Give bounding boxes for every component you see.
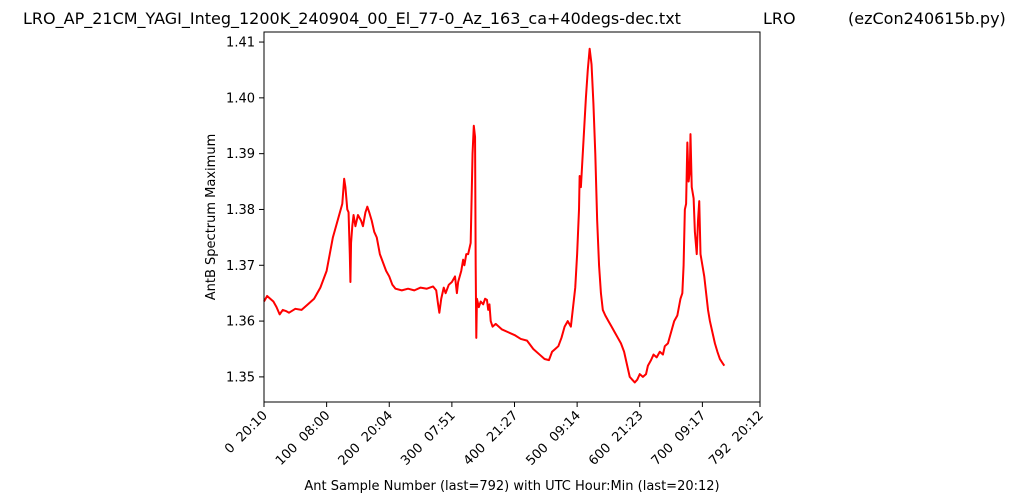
y-tick-label: 1.35 — [226, 370, 255, 385]
x-axis-label: Ant Sample Number (last=792) with UTC Ho… — [304, 479, 719, 494]
x-tick-label: 792 20:12 — [706, 408, 766, 468]
y-tick-label: 1.39 — [226, 147, 255, 162]
y-axis-label: AntB Spectrum Maximum — [204, 134, 219, 300]
y-tick-label: 1.36 — [226, 315, 255, 330]
chart-title-program: (ezCon240615b.py) — [848, 9, 1006, 28]
chart-title-filename: LRO_AP_21CM_YAGI_Integ_1200K_240904_00_E… — [23, 9, 681, 29]
x-tick-label: 700 09:17 — [649, 408, 709, 468]
y-tick-label: 1.38 — [226, 203, 255, 218]
plot-frame — [263, 31, 761, 403]
x-axis: 0 20:10 100 08:00 200 20:04 300 07:51 400 21… — [222, 402, 767, 469]
x-tick-label: 400 21:27 — [461, 408, 521, 468]
series-line-0 — [263, 47, 726, 384]
x-tick-label: 100 08:00 — [273, 408, 333, 468]
plot-area — [263, 47, 726, 384]
x-tick-label: 300 07:51 — [398, 408, 458, 468]
chart-titles: LRO_AP_21CM_YAGI_Integ_1200K_240904_00_E… — [23, 9, 1006, 29]
x-tick-label: 600 21:23 — [586, 408, 646, 468]
x-tick-label: 200 20:04 — [336, 408, 396, 468]
y-tick-label: 1.37 — [226, 259, 255, 274]
chart-title-station: LRO — [763, 9, 796, 28]
y-axis: 1.35 1.36 1.37 1.38 1.39 1.40 1.41 — [226, 36, 264, 385]
x-tick-label: 0 20:10 — [222, 408, 271, 457]
x-tick-label: 500 09:14 — [523, 408, 583, 468]
y-tick-label: 1.40 — [226, 91, 255, 106]
y-tick-label: 1.41 — [226, 36, 255, 51]
